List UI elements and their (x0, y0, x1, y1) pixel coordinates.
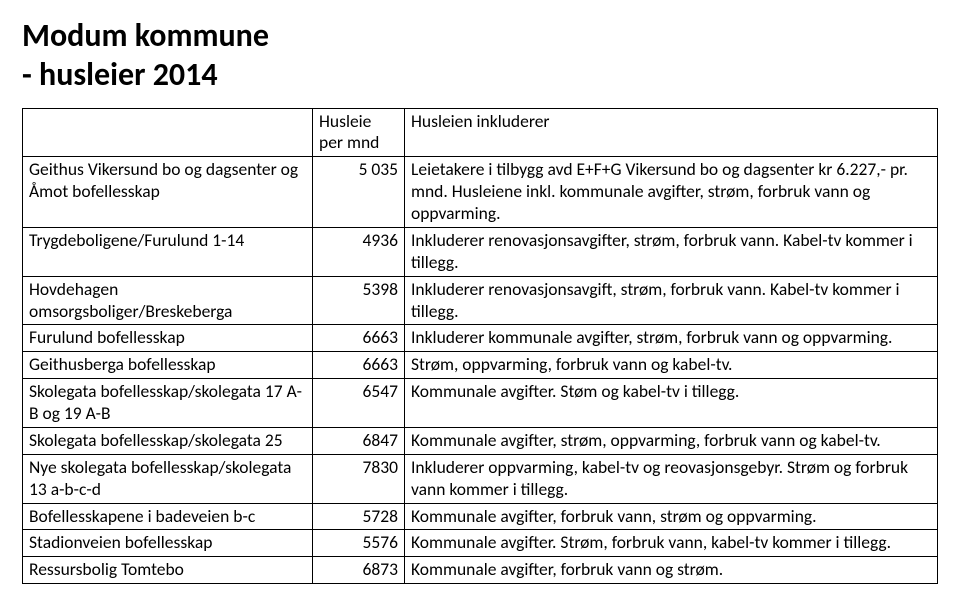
cell-name: Skolegata bofellesskap/skolegata 25 (23, 427, 313, 454)
cell-inkluderer: Inkluderer kommunale avgifter, strøm, fo… (405, 325, 938, 352)
table-row: Ressursbolig Tomtebo6873Kommunale avgift… (23, 557, 938, 584)
cell-name: Geithusberga bofellesskap (23, 352, 313, 379)
table-row: Skolegata bofellesskap/skolegata 17 A-B … (23, 379, 938, 428)
cell-name: Bofellesskapene i badeveien b-c (23, 503, 313, 530)
cell-name: Trygdeboligene/Furulund 1-14 (23, 227, 313, 276)
cell-husleie: 6873 (313, 557, 405, 584)
header-cell-empty (23, 108, 313, 157)
table-row: Geithus Vikersund bo og dagsenter og Åmo… (23, 157, 938, 228)
cell-inkluderer: Inkluderer renovasjonsavgift, strøm, for… (405, 276, 938, 325)
cell-inkluderer: Kommunale avgifter, forbruk vann og strø… (405, 557, 938, 584)
cell-husleie: 4936 (313, 227, 405, 276)
table-row: Geithusberga bofellesskap6663Strøm, oppv… (23, 352, 938, 379)
cell-inkluderer: Strøm, oppvarming, forbruk vann og kabel… (405, 352, 938, 379)
cell-husleie: 6663 (313, 325, 405, 352)
table-row: Nye skolegata bofellesskap/skolegata 13 … (23, 454, 938, 503)
cell-name: Hovdehagen omsorgsboliger/Breskeberga (23, 276, 313, 325)
cell-husleie: 6547 (313, 379, 405, 428)
cell-husleie: 6663 (313, 352, 405, 379)
cell-husleie: 7830 (313, 454, 405, 503)
table-row: Trygdeboligene/Furulund 1-144936Inkluder… (23, 227, 938, 276)
page-title-line2: - husleier 2014 (22, 57, 938, 94)
cell-inkluderer: Kommunale avgifter. Strøm, forbruk vann,… (405, 530, 938, 557)
table-row: Stadionveien bofellesskap5576Kommunale a… (23, 530, 938, 557)
table-header-row: Husleie per mnd Husleien inkluderer (23, 108, 938, 157)
cell-inkluderer: Kommunale avgifter, forbruk vann, strøm … (405, 503, 938, 530)
cell-name: Furulund bofellesskap (23, 325, 313, 352)
cell-husleie: 5576 (313, 530, 405, 557)
cell-name: Skolegata bofellesskap/skolegata 17 A-B … (23, 379, 313, 428)
cell-husleie: 6847 (313, 427, 405, 454)
table-row: Skolegata bofellesskap/skolegata 256847K… (23, 427, 938, 454)
cell-inkluderer: Inkluderer oppvarming, kabel-tv og reova… (405, 454, 938, 503)
cell-inkluderer: Kommunale avgifter, strøm, oppvarming, f… (405, 427, 938, 454)
header-cell-husleie: Husleie per mnd (313, 108, 405, 157)
cell-husleie: 5 035 (313, 157, 405, 228)
cell-name: Nye skolegata bofellesskap/skolegata 13 … (23, 454, 313, 503)
cell-name: Ressursbolig Tomtebo (23, 557, 313, 584)
header-cell-inkluderer: Husleien inkluderer (405, 108, 938, 157)
cell-inkluderer: Kommunale avgifter. Støm og kabel-tv i t… (405, 379, 938, 428)
cell-inkluderer: Leietakere i tilbygg avd E+F+G Vikersund… (405, 157, 938, 228)
cell-name: Stadionveien bofellesskap (23, 530, 313, 557)
table-row: Furulund bofellesskap6663Inkluderer komm… (23, 325, 938, 352)
husleie-table: Husleie per mnd Husleien inkluderer Geit… (22, 108, 938, 585)
cell-husleie: 5728 (313, 503, 405, 530)
cell-husleie: 5398 (313, 276, 405, 325)
cell-name: Geithus Vikersund bo og dagsenter og Åmo… (23, 157, 313, 228)
table-row: Hovdehagen omsorgsboliger/Breskeberga539… (23, 276, 938, 325)
page-title-line1: Modum kommune (22, 18, 938, 55)
cell-inkluderer: Inkluderer renovasjonsavgifter, strøm, f… (405, 227, 938, 276)
table-row: Bofellesskapene i badeveien b-c5728Kommu… (23, 503, 938, 530)
